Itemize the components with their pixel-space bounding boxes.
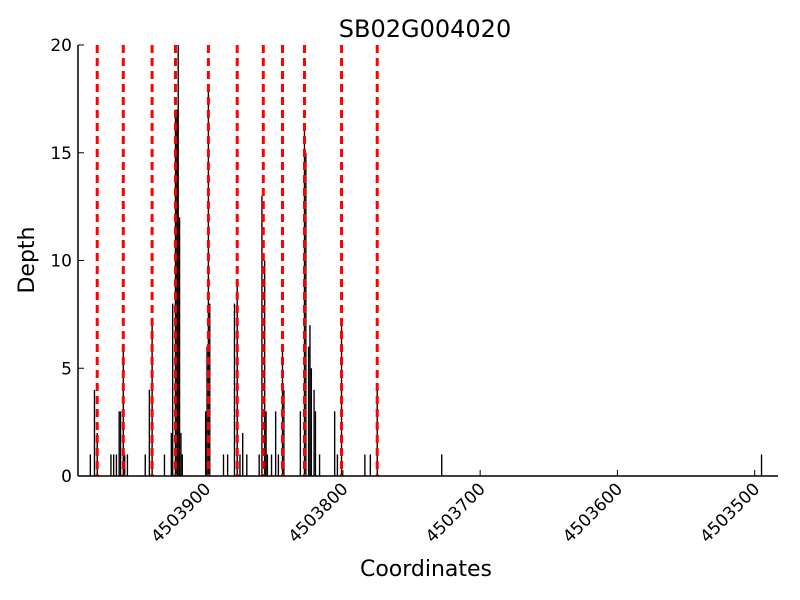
y-tick-label: 5 (61, 359, 72, 379)
bar (163, 454, 166, 476)
y-tick-label: 15 (50, 144, 72, 164)
y-axis-label: Depth (15, 226, 40, 293)
bar (310, 368, 313, 476)
bar (180, 432, 182, 476)
bar (178, 217, 181, 476)
bar (89, 454, 92, 476)
y-tick-label: 20 (50, 36, 72, 56)
bar (270, 454, 273, 476)
bar (299, 411, 302, 476)
bar (93, 389, 96, 476)
bar (309, 325, 311, 476)
bar (144, 454, 146, 476)
x-tick-label: 4503800 (285, 479, 353, 547)
bar (118, 411, 120, 476)
bar (115, 454, 118, 476)
x-tick-label: 4503600 (559, 479, 627, 547)
bar (119, 411, 122, 476)
bar (369, 454, 372, 476)
bar (126, 454, 129, 476)
bar (110, 454, 112, 476)
bar (307, 346, 310, 476)
y-tick-label: 10 (50, 252, 72, 272)
bar (760, 454, 763, 476)
bar (364, 454, 366, 476)
bar (314, 411, 317, 476)
bar (313, 389, 315, 476)
bar (170, 432, 173, 476)
bar (148, 389, 151, 476)
x-tick-label: 4503900 (147, 479, 215, 547)
bar (318, 454, 321, 476)
bar (177, 45, 179, 476)
bar (222, 454, 225, 476)
bar (441, 454, 443, 476)
bar (113, 454, 115, 476)
bar (336, 454, 339, 476)
bar (204, 411, 207, 476)
bar (305, 152, 307, 476)
bar (258, 454, 260, 476)
x-axis-label: Coordinates (360, 557, 492, 582)
bar (242, 432, 244, 476)
bar (303, 131, 306, 476)
bar (263, 260, 266, 476)
bar (283, 389, 285, 476)
bar (277, 454, 280, 476)
y-tick-label: 0 (61, 467, 72, 487)
bar (233, 303, 236, 476)
bar (333, 411, 336, 476)
bar (266, 454, 269, 476)
chart-title: SB02G004020 (339, 15, 511, 43)
bar (376, 389, 378, 476)
bar (226, 454, 229, 476)
bar (181, 454, 183, 476)
bar (246, 454, 248, 476)
bar (236, 282, 238, 476)
x-tick-label: 4503700 (422, 479, 490, 547)
bar (172, 303, 174, 476)
bar (274, 411, 277, 476)
bar (239, 454, 241, 476)
x-tick-label: 4503500 (697, 479, 765, 547)
bar (265, 411, 267, 476)
